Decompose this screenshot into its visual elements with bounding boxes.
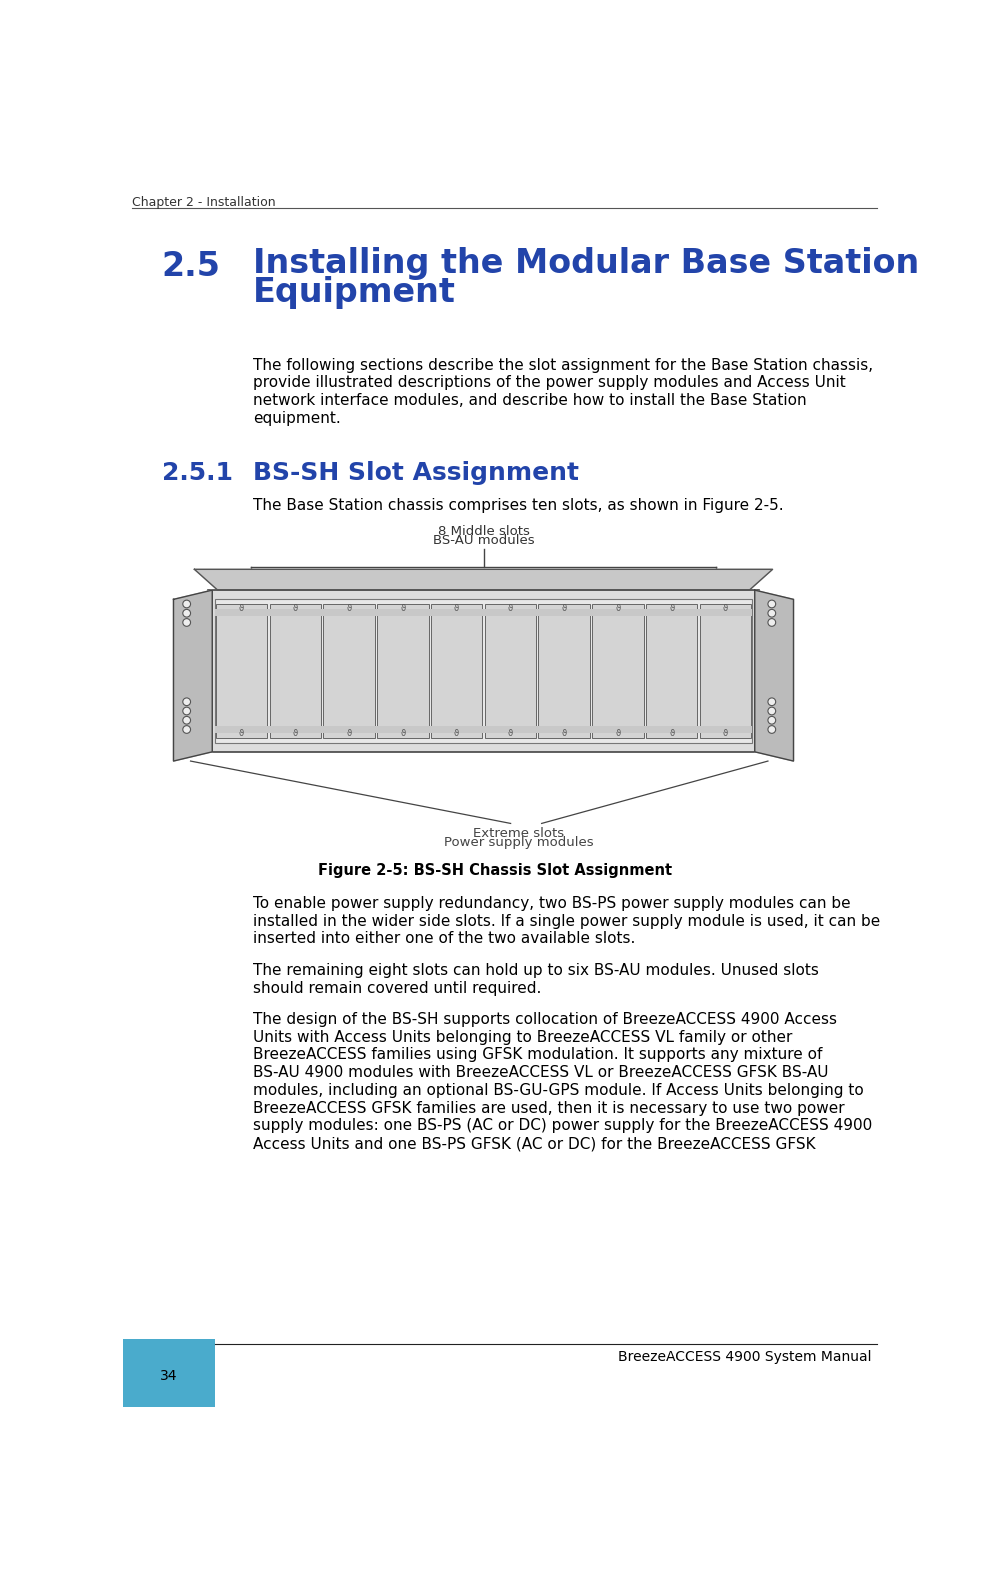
Circle shape [183,697,190,705]
Text: The Base Station chassis comprises ten slots, as shown in Figure 2-5.: The Base Station chassis comprises ten s… [253,498,784,512]
Text: 8 Middle slots: 8 Middle slots [437,525,530,538]
Text: ϑ: ϑ [616,604,621,613]
FancyBboxPatch shape [699,604,752,738]
FancyBboxPatch shape [216,604,267,738]
Text: ϑ: ϑ [561,729,566,738]
Text: Extreme slots: Extreme slots [473,827,564,840]
Text: supply modules: one BS-PS (AC or DC) power supply for the BreezeACCESS 4900: supply modules: one BS-PS (AC or DC) pow… [253,1118,873,1134]
Text: BS-AU 4900 modules with BreezeACCESS VL or BreezeACCESS GFSK BS-AU: BS-AU 4900 modules with BreezeACCESS VL … [253,1066,828,1080]
FancyBboxPatch shape [323,604,374,738]
Text: network interface modules, and describe how to install the Base Station: network interface modules, and describe … [253,394,807,408]
Text: Power supply modules: Power supply modules [443,836,593,849]
Circle shape [768,601,775,607]
Text: ϑ: ϑ [508,604,513,613]
Circle shape [183,618,190,626]
Circle shape [183,716,190,724]
Text: Units with Access Units belonging to BreezeACCESS VL family or other: Units with Access Units belonging to Bre… [253,1029,793,1045]
FancyBboxPatch shape [539,604,590,738]
Text: Installing the Modular Base Station: Installing the Modular Base Station [253,247,920,280]
FancyBboxPatch shape [485,604,536,738]
Text: Equipment: Equipment [253,277,456,308]
Circle shape [183,707,190,715]
FancyBboxPatch shape [377,604,428,738]
Polygon shape [755,590,794,760]
FancyBboxPatch shape [646,604,697,738]
Text: ϑ: ϑ [400,604,406,613]
Text: installed in the wider side slots. If a single power supply module is used, it c: installed in the wider side slots. If a … [253,914,881,928]
Text: ϑ: ϑ [616,729,621,738]
Circle shape [183,601,190,607]
Circle shape [768,618,775,626]
FancyBboxPatch shape [215,726,753,734]
FancyBboxPatch shape [209,590,758,753]
Text: 2.5.1: 2.5.1 [162,460,232,485]
Text: BreezeACCESS 4900 System Manual: BreezeACCESS 4900 System Manual [618,1350,871,1364]
Polygon shape [194,569,772,590]
Text: BS-SH Slot Assignment: BS-SH Slot Assignment [253,460,579,485]
Text: BS-AU modules: BS-AU modules [432,534,534,547]
Text: ϑ: ϑ [669,729,675,738]
FancyBboxPatch shape [592,604,643,738]
Text: 2.5: 2.5 [162,250,221,283]
Text: provide illustrated descriptions of the power supply modules and Access Unit: provide illustrated descriptions of the … [253,375,846,391]
Circle shape [768,716,775,724]
Text: ϑ: ϑ [238,604,244,613]
Text: 34: 34 [161,1369,178,1382]
Text: ϑ: ϑ [293,604,297,613]
Text: BreezeACCESS GFSK families are used, then it is necessary to use two power: BreezeACCESS GFSK families are used, the… [253,1100,845,1116]
Text: ϑ: ϑ [723,604,728,613]
Circle shape [768,697,775,705]
Text: ϑ: ϑ [347,729,352,738]
Text: ϑ: ϑ [723,729,728,738]
Polygon shape [173,590,212,760]
Text: Chapter 2 - Installation: Chapter 2 - Installation [132,196,276,209]
Text: modules, including an optional BS-GU-GPS module. If Access Units belonging to: modules, including an optional BS-GU-GPS… [253,1083,864,1097]
Text: ϑ: ϑ [669,604,675,613]
Text: ϑ: ϑ [238,729,244,738]
Text: Access Units and one BS-PS GFSK (AC or DC) for the BreezeACCESS GFSK: Access Units and one BS-PS GFSK (AC or D… [253,1137,816,1151]
Text: Figure 2-5: BS-SH Chassis Slot Assignment: Figure 2-5: BS-SH Chassis Slot Assignmen… [318,863,672,879]
FancyBboxPatch shape [215,609,753,617]
Text: ϑ: ϑ [454,604,459,613]
FancyBboxPatch shape [123,1339,215,1407]
Text: The remaining eight slots can hold up to six BS-AU modules. Unused slots: The remaining eight slots can hold up to… [253,963,820,977]
FancyBboxPatch shape [215,599,753,743]
Circle shape [183,609,190,617]
Circle shape [183,726,190,734]
Text: should remain covered until required.: should remain covered until required. [253,980,542,996]
Circle shape [768,726,775,734]
Text: ϑ: ϑ [508,729,513,738]
FancyBboxPatch shape [270,604,321,738]
Text: ϑ: ϑ [347,604,352,613]
Text: ϑ: ϑ [400,729,406,738]
Text: The following sections describe the slot assignment for the Base Station chassis: The following sections describe the slot… [253,357,874,373]
FancyBboxPatch shape [430,604,483,738]
Circle shape [768,707,775,715]
Text: To enable power supply redundancy, two BS-PS power supply modules can be: To enable power supply redundancy, two B… [253,896,851,911]
Text: BreezeACCESS families using GFSK modulation. It supports any mixture of: BreezeACCESS families using GFSK modulat… [253,1048,822,1062]
Text: inserted into either one of the two available slots.: inserted into either one of the two avai… [253,931,635,947]
Text: ϑ: ϑ [561,604,566,613]
Text: ϑ: ϑ [454,729,459,738]
Circle shape [768,609,775,617]
Text: The design of the BS-SH supports collocation of BreezeACCESS 4900 Access: The design of the BS-SH supports colloca… [253,1012,837,1028]
Text: equipment.: equipment. [253,411,341,425]
Text: ϑ: ϑ [293,729,297,738]
